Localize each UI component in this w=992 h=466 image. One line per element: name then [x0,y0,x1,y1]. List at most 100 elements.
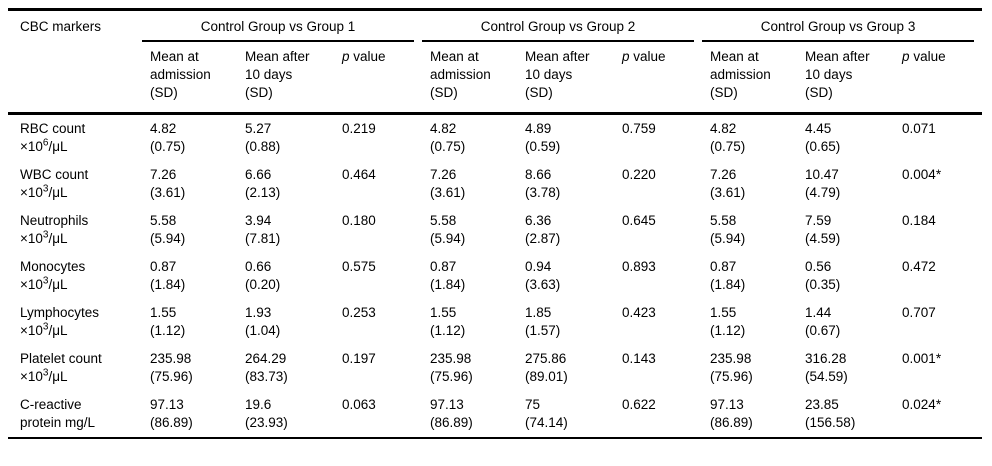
sd-value: (3.63) [525,277,561,292]
marker-unit: ×103/μL [20,183,68,200]
mean-value: 275.86 [525,351,567,366]
mean-value: 1.55 [710,305,737,320]
g3-pvalue-cell: 0.024* [894,391,982,437]
p-italic: p [342,49,350,64]
mean-value: 1.44 [805,305,832,320]
sd-value: (1.84) [710,277,746,292]
table-header: CBC markers Control Group vs Group 1 Con… [8,11,983,115]
mean-value: 5.27 [245,121,272,136]
group-header-control-vs-group1: Control Group vs Group 1 [142,11,422,42]
g2-after-cell: 8.66 (3.78) [517,161,614,207]
mean-value: 1.85 [525,305,552,320]
marker-cell: RBC count ×106/μL [8,115,142,161]
table-row: C-reactive protein mg/L 97.13 (86.89) 19.… [8,391,982,437]
g3-after-cell: 10.47 (4.79) [797,161,894,207]
sd-value: (0.20) [245,277,281,292]
p-value: 0.143 [622,351,656,366]
p-value: 0.004* [902,167,942,182]
table-row: WBC count ×103/μL 7.26 (3.61) 6.66 (2.13) … [8,161,982,207]
sd-value: (0.75) [150,139,186,154]
mean-value: 8.66 [525,167,552,182]
g3-after-cell: 23.85 (156.58) [797,391,894,437]
g1-after-cell: 6.66 (2.13) [237,161,334,207]
mean-value: 6.66 [245,167,272,182]
g2-after-cell: 1.85 (1.57) [517,299,614,345]
sd-value: (0.65) [805,139,841,154]
g3-pvalue-cell: 0.472 [894,253,982,299]
mean-value: 7.59 [805,213,832,228]
p-rest: value [633,49,666,64]
mean-value: 19.6 [245,397,272,412]
mean-value: 97.13 [710,397,744,412]
unit-exponent: 3 [42,183,49,195]
g2-mean-admission-header: Mean at admission (SD) [422,42,518,115]
mean-value: 1.55 [150,305,177,320]
sd-value: (3.78) [525,185,561,200]
marker-label: Platelet count ×103/μL [20,350,108,386]
g3-admission-cell: 97.13 (86.89) [702,391,797,437]
group-header-control-vs-group2: Control Group vs Group 2 [422,11,702,42]
g2-after-cell: 4.89 (0.59) [517,115,614,161]
g1-admission-cell: 1.55 (1.12) [142,299,237,345]
g2-admission-cell: 7.26 (3.61) [422,161,517,207]
g3-mean-admission-header: Mean at admission (SD) [702,42,798,115]
sd-value: (3.61) [710,185,746,200]
cbc-comparison-table: CBC markers Control Group vs Group 1 Con… [8,8,983,439]
sd-value: (5.94) [710,231,746,246]
marker-cell: Lymphocytes ×103/μL [8,299,142,345]
p-value: 0.622 [622,397,656,412]
g3-pvalue-cell: 0.707 [894,299,982,345]
g1-pvalue-cell: 0.197 [334,345,422,391]
table-row: Lymphocytes ×103/μL 1.55 (1.12) 1.93 (1.04… [8,299,982,345]
g3-admission-cell: 5.58 (5.94) [702,207,797,253]
sd-value: (1.04) [245,323,281,338]
sd-value: (156.58) [805,415,856,430]
marker-label: Monocytes ×103/μL [20,258,108,294]
mean-value: 3.94 [245,213,272,228]
corner-header-cbc-markers: CBC markers [8,11,142,115]
g2-after-cell: 0.94 (3.63) [517,253,614,299]
g1-pvalue-header: p value [334,42,423,115]
g3-pvalue-cell: 0.004* [894,161,982,207]
p-italic: p [622,49,630,64]
g2-pvalue-cell: 0.759 [614,115,702,161]
mean-value: 264.29 [245,351,287,366]
group-header-control-vs-group3: Control Group vs Group 3 [702,11,982,42]
marker-name: RBC count [20,121,86,136]
unit-exponent: 3 [42,321,49,333]
p-value: 0.063 [342,397,376,412]
g1-after-cell: 0.66 (0.20) [237,253,334,299]
g3-pvalue-header: p value [894,42,983,115]
marker-name: Neutrophils [20,213,89,228]
marker-label: C-reactive protein mg/L [20,396,108,432]
g1-after-cell: 3.94 (7.81) [237,207,334,253]
g1-pvalue-cell: 0.253 [334,299,422,345]
sd-value: (0.35) [805,277,841,292]
marker-label: Lymphocytes ×103/μL [20,304,108,340]
mean-value: 316.28 [805,351,847,366]
g2-pvalue-cell: 0.622 [614,391,702,437]
p-value: 0.893 [622,259,656,274]
unit-exponent: 3 [42,229,49,241]
p-value: 0.423 [622,305,656,320]
mean-value: 4.82 [710,121,737,136]
g3-admission-cell: 235.98 (75.96) [702,345,797,391]
p-rest: value [913,49,946,64]
marker-name: Monocytes [20,259,86,274]
marker-cell: WBC count ×103/μL [8,161,142,207]
unit-exponent: 3 [42,275,49,287]
mean-value: 5.58 [710,213,737,228]
unit-exponent: 3 [42,367,49,379]
sd-value: (1.84) [150,277,186,292]
g2-admission-cell: 235.98 (75.96) [422,345,517,391]
p-value: 0.220 [622,167,656,182]
g2-admission-cell: 4.82 (0.75) [422,115,517,161]
marker-unit: ×103/μL [20,229,68,246]
group3-label: Control Group vs Group 3 [702,11,975,42]
sub-header-row: Mean at admission (SD) Mean after 10 day… [8,42,983,115]
sd-value: (86.89) [150,415,193,430]
group-header-row: CBC markers Control Group vs Group 1 Con… [8,11,982,115]
sd-value: (54.59) [805,369,848,384]
g2-pvalue-cell: 0.893 [614,253,702,299]
mean-value: 0.94 [525,259,552,274]
